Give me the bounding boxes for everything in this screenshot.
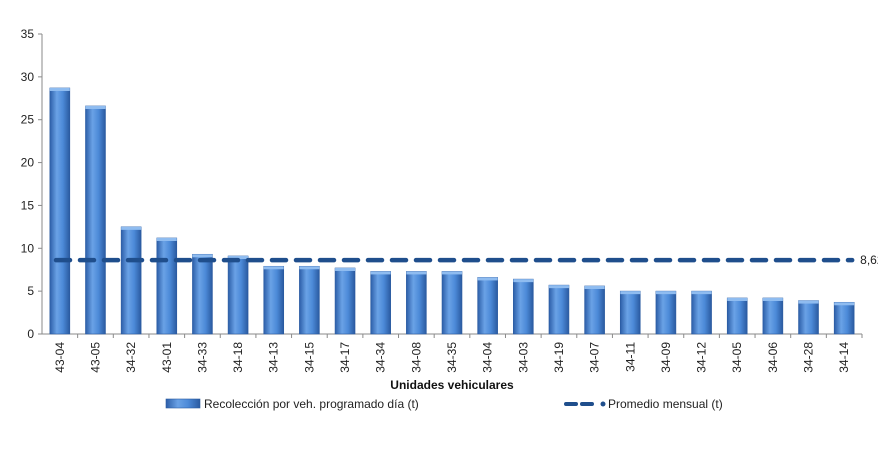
bar-top-highlight	[798, 300, 819, 304]
bar-top-highlight	[477, 277, 498, 281]
y-tick-label: 10	[21, 241, 35, 255]
bar	[406, 271, 427, 335]
x-tick-label: 34-19	[552, 342, 566, 373]
bar-top-highlight	[49, 88, 70, 91]
bar	[227, 255, 249, 335]
x-tick-label: 34-09	[659, 342, 673, 373]
x-tick-label: 34-33	[195, 342, 209, 373]
x-tick-label: 34-32	[124, 342, 138, 373]
bars	[49, 87, 855, 335]
bar-top-highlight	[691, 291, 712, 295]
bar-top-highlight	[655, 291, 676, 295]
average-annotation: 8,62	[860, 253, 878, 267]
x-tick-label: 43-04	[53, 342, 67, 373]
x-tick-label: 34-08	[409, 342, 423, 373]
bar	[762, 297, 784, 335]
x-tick-label: 34-04	[481, 342, 495, 373]
bar	[299, 265, 320, 335]
y-tick-label: 35	[21, 27, 35, 41]
x-tick-label: 34-13	[267, 342, 281, 373]
bar-top-highlight	[442, 271, 462, 275]
bar-top-highlight	[513, 279, 534, 283]
x-tick-label: 43-01	[160, 342, 174, 373]
bar	[49, 87, 71, 335]
bar	[726, 297, 748, 335]
bar	[370, 271, 391, 335]
bar-top-highlight	[584, 286, 605, 289]
bar-top-highlight	[370, 271, 391, 275]
bar-top-highlight	[156, 238, 177, 241]
y-tick-label: 15	[21, 198, 35, 212]
legend-line-marker	[600, 401, 606, 407]
bar	[120, 226, 142, 335]
bar	[441, 271, 463, 335]
bar-top-highlight	[834, 302, 855, 306]
bar	[192, 253, 213, 335]
x-tick-label: 34-18	[231, 342, 245, 373]
bar	[548, 284, 570, 335]
x-tick-label: 34-06	[766, 342, 780, 373]
x-tick-label: 34-14	[837, 342, 851, 373]
bar-top-highlight	[299, 266, 320, 270]
bar-top-highlight	[192, 254, 213, 258]
x-tick-label: 34-35	[445, 342, 459, 373]
bar	[798, 300, 819, 335]
x-tick-label: 34-07	[588, 342, 602, 373]
y-tick-label: 5	[27, 284, 34, 298]
x-axis-label: Unidades vehiculares	[390, 378, 514, 392]
legend: Recolección por veh. programado día (t) …	[165, 397, 723, 411]
x-tick-label: 34-17	[338, 342, 352, 373]
bar	[477, 277, 498, 335]
x-tick-label: 34-34	[374, 342, 388, 373]
x-tick-label: 34-03	[516, 342, 530, 373]
bar	[691, 290, 712, 335]
bar-top-highlight	[85, 106, 106, 109]
y-tick-label: 30	[21, 70, 35, 84]
y-tick-label: 25	[21, 113, 35, 127]
y-tick-label: 20	[21, 156, 35, 170]
bar-top-highlight	[548, 285, 569, 289]
y-tick-label: 0	[27, 327, 34, 341]
legend-line-label: Promedio mensual (t)	[608, 397, 723, 411]
bar	[85, 105, 106, 335]
bar-top-highlight	[620, 291, 641, 295]
x-tick-label: 43-05	[88, 342, 102, 373]
x-tick-label: 34-11	[623, 342, 637, 372]
x-tick-label: 34-05	[730, 342, 744, 373]
bar	[513, 278, 534, 335]
bar-top-highlight	[335, 268, 356, 271]
x-tick-label: 34-12	[695, 342, 709, 373]
legend-bar-label: Recolección por veh. programado día (t)	[204, 397, 419, 411]
bar	[334, 267, 356, 335]
bar-top-highlight	[727, 298, 748, 301]
y-tick-labels: 0 5 10 15 20 25 30 35	[21, 27, 35, 341]
bar-top-highlight	[406, 271, 427, 275]
x-tick-label: 34-15	[302, 342, 316, 373]
x-tick-labels: 43-04 43-05 34-32 43-01 34-33 34-18 34-13 34-15…	[53, 342, 851, 373]
bar	[263, 265, 285, 335]
legend-bar-swatch	[165, 398, 201, 409]
bar	[619, 290, 641, 335]
x-tick-label: 34-28	[802, 342, 816, 373]
bar-top-highlight	[762, 298, 783, 301]
bar	[833, 301, 855, 335]
bar-top-highlight	[263, 266, 284, 270]
bar	[156, 237, 178, 335]
bar-top-highlight	[228, 256, 249, 259]
bar	[655, 290, 677, 335]
bar	[584, 285, 605, 335]
bar-top-highlight	[121, 226, 142, 230]
